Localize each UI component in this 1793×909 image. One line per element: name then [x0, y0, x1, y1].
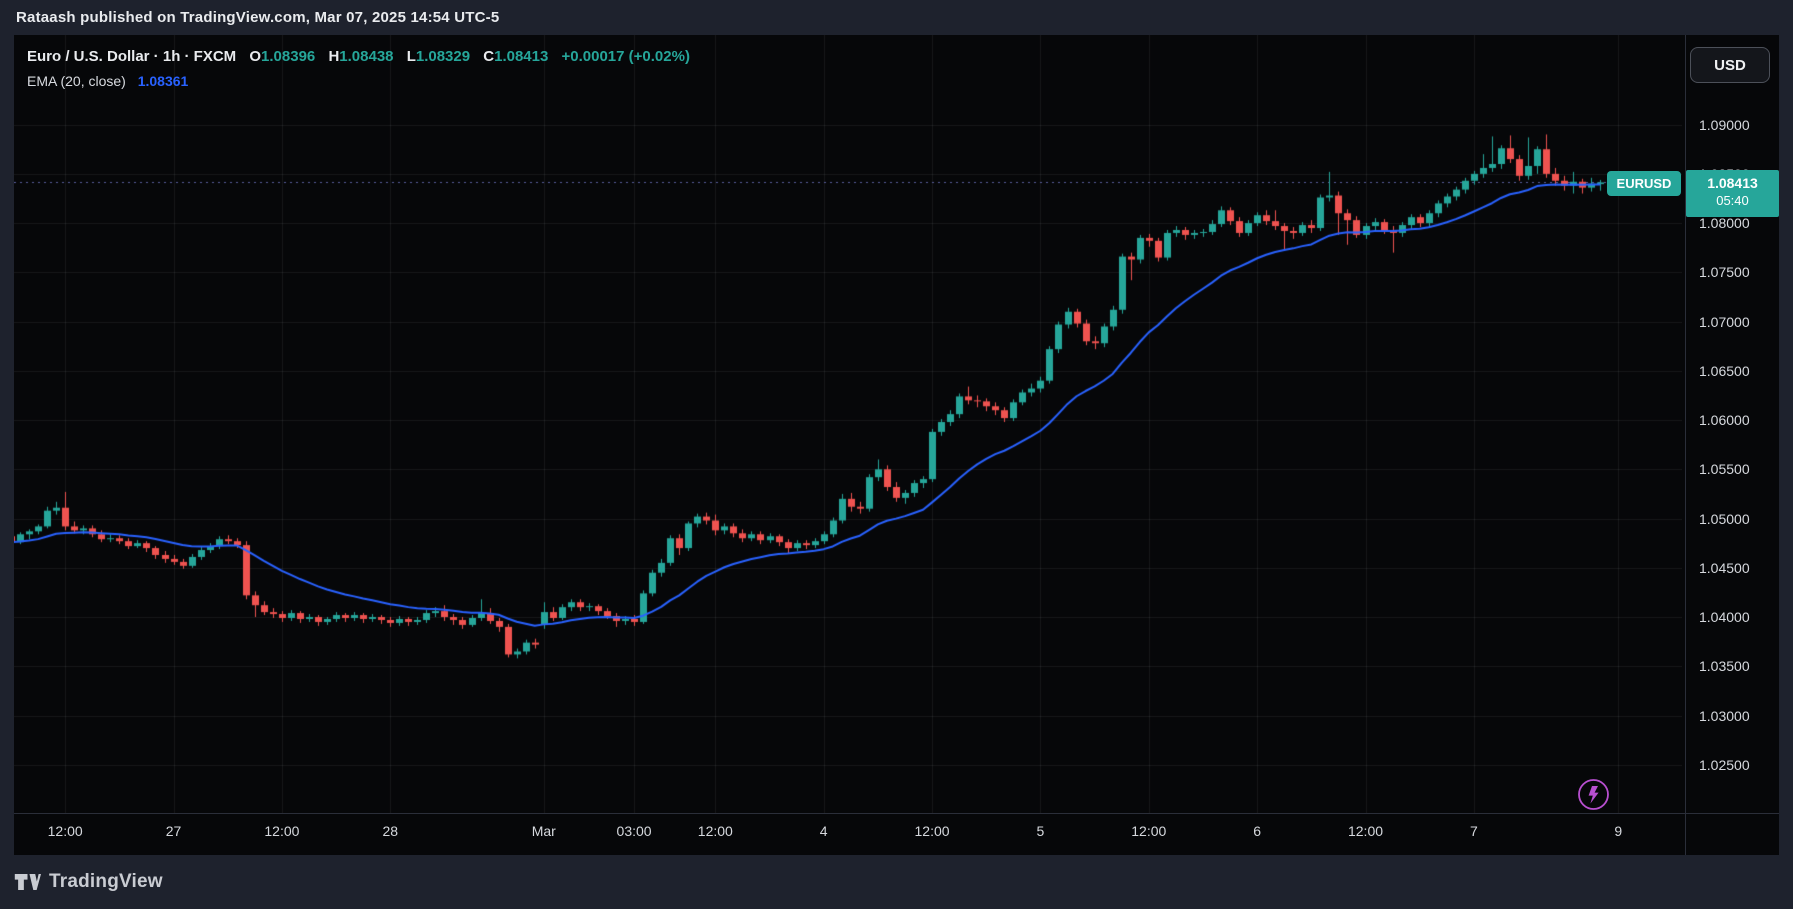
- symbol-title: Euro / U.S. Dollar · 1h · FXCM: [27, 48, 237, 65]
- time-tick-label: 12:00: [1347, 823, 1384, 839]
- time-tick-label: 5: [1036, 823, 1045, 839]
- time-axis[interactable]: 12:00 27 12:00 28 Mar 03:00 12:00 4 12:00 5 12:00 6…: [14, 814, 1779, 855]
- time-tick-label: 12:00: [47, 823, 83, 839]
- time-tick-label: Mar: [531, 823, 556, 839]
- flash-button[interactable]: [1577, 778, 1610, 811]
- publish-bar: Rataash published on TradingView.com, Ma…: [0, 0, 1793, 35]
- time-tick-label: 12:00: [914, 823, 950, 839]
- price-tick-label: 1.07500: [1699, 264, 1750, 281]
- time-tick-label: 27: [165, 823, 182, 839]
- time-tick-label: 7: [1469, 823, 1478, 839]
- chart-legend: Euro / U.S. Dollar · 1h · FXCM O1.08396 …: [27, 45, 690, 93]
- time-tick-label: 03:00: [616, 823, 652, 839]
- price-axis[interactable]: 1.090001.085001.080001.075001.070001.065…: [1686, 35, 1779, 855]
- price-axis-separator: [1685, 35, 1686, 855]
- close-value: C1.08413: [483, 48, 549, 65]
- change-value: +0.00017 (+0.02%): [561, 48, 690, 65]
- currency-usd-button[interactable]: USD: [1690, 47, 1770, 83]
- time-axis-separator: [14, 813, 1779, 814]
- open-value: O1.08396: [249, 48, 316, 65]
- price-tick-label: 1.02500: [1699, 756, 1750, 773]
- bar-countdown: 05:40: [1716, 193, 1749, 208]
- footer-bar: TradingView: [0, 855, 1793, 909]
- high-value: H1.08438: [328, 48, 394, 65]
- symbol-price-label[interactable]: EURUSD: [1607, 171, 1681, 196]
- tradingview-logo-text: TradingView: [49, 871, 163, 892]
- ema-legend-row: EMA (20, close) 1.08361: [27, 69, 690, 93]
- price-tick-label: 1.09000: [1699, 116, 1750, 133]
- tradingview-logo[interactable]: TradingView: [14, 871, 163, 893]
- price-tick-label: 1.06000: [1699, 412, 1750, 429]
- time-tick-label: 12:00: [264, 823, 300, 839]
- time-tick-label: 28: [382, 823, 399, 839]
- price-tick-label: 1.07000: [1699, 313, 1750, 330]
- time-tick-label: 9: [1614, 823, 1623, 839]
- ema-value: 1.08361: [137, 73, 189, 89]
- price-tick-label: 1.03000: [1699, 707, 1750, 724]
- price-tick-label: 1.04000: [1699, 609, 1750, 626]
- price-tick-label: 1.06500: [1699, 362, 1750, 379]
- candlestick-chart[interactable]: [14, 35, 1682, 813]
- price-tick-label: 1.03500: [1699, 658, 1750, 675]
- price-tick-label: 1.05500: [1699, 461, 1750, 478]
- price-tick-label: 1.08000: [1699, 215, 1750, 232]
- time-tick-label: 12:00: [1131, 823, 1167, 839]
- last-price-value: 1.08413: [1707, 175, 1758, 191]
- symbol-legend-row: Euro / U.S. Dollar · 1h · FXCM O1.08396 …: [27, 45, 690, 69]
- ema-label: EMA (20, close): [27, 73, 126, 89]
- last-price-badge: 1.08413 05:40: [1686, 170, 1779, 217]
- time-tick-label: 6: [1253, 823, 1262, 839]
- low-value: L1.08329: [406, 48, 471, 65]
- publish-text: Rataash published on TradingView.com, Ma…: [16, 9, 500, 26]
- price-tick-label: 1.04500: [1699, 559, 1750, 576]
- tradingview-logo-icon: [14, 874, 41, 890]
- time-tick-label: 4: [819, 823, 828, 839]
- price-tick-label: 1.05000: [1699, 510, 1750, 527]
- time-tick-label: 12:00: [697, 823, 733, 839]
- lightning-icon: [1578, 779, 1609, 810]
